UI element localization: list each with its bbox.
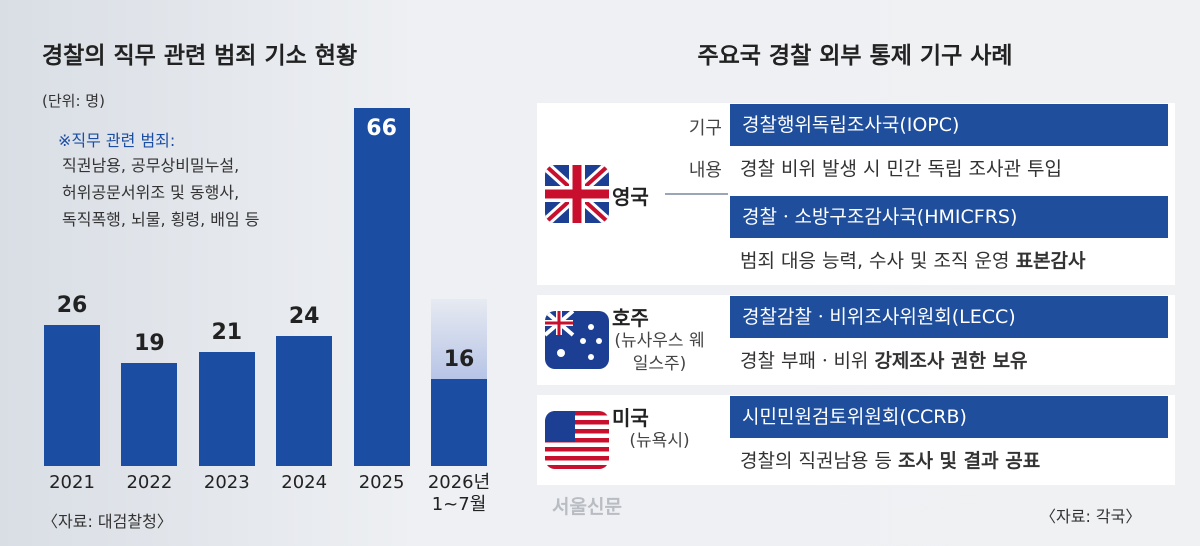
bar bbox=[431, 379, 487, 466]
bar bbox=[198, 352, 255, 466]
bar bbox=[121, 362, 178, 466]
body-description: 범죄 대응 능력, 수사 및 조직 운영 표본감사 bbox=[740, 246, 1085, 273]
row-label: 내용 bbox=[688, 160, 722, 181]
body-name: 시민민원검토위원회(CCRB) bbox=[730, 396, 1168, 438]
value-label: 16 bbox=[443, 347, 475, 373]
x-tick-label: 2022 bbox=[126, 472, 173, 493]
source: 〈자료: 대검찰청〉 bbox=[42, 512, 173, 531]
flag bbox=[545, 411, 609, 469]
value-label: 24 bbox=[288, 303, 320, 329]
flag-icon bbox=[545, 411, 609, 469]
bar bbox=[276, 335, 333, 466]
bar bbox=[44, 324, 100, 466]
description-part: 경찰 부패ㆍ비위 bbox=[740, 350, 875, 372]
note-line: 직권남용, 공무상비밀누설, bbox=[62, 156, 240, 175]
body-name: 경찰행위독립조사국(IOPC) bbox=[730, 104, 1168, 146]
x-tick-label: 2025 bbox=[358, 472, 405, 493]
body-description: 경찰 부패ㆍ비위 강제조사 권한 보유 bbox=[740, 346, 1028, 373]
description-part: 조사 및 결과 공표 bbox=[897, 450, 1041, 472]
watermark: 서울신문 bbox=[552, 496, 622, 518]
x-tick-label: 2023 bbox=[203, 472, 250, 493]
value-label: 26 bbox=[56, 292, 88, 318]
note-line: 허위공문서위조 및 동행사, bbox=[62, 183, 240, 202]
x-tick-label: 2024 bbox=[281, 472, 328, 493]
row-label: 기구 bbox=[688, 118, 722, 139]
x-tick-label: 2021 bbox=[49, 472, 95, 493]
description-part: 경찰의 직권남용 등 bbox=[740, 450, 898, 472]
description-part: 강제조사 권한 보유 bbox=[874, 350, 1028, 372]
flag-icon bbox=[545, 311, 609, 369]
unit-label: (단위: 명) bbox=[42, 92, 105, 110]
flag bbox=[545, 311, 609, 369]
projection-fade bbox=[431, 299, 487, 380]
flag-icon bbox=[545, 165, 609, 223]
country-name: 영국 bbox=[612, 185, 649, 209]
note-line: 독직폭행, 뇌물, 횡령, 배임 등 bbox=[62, 210, 260, 229]
flag bbox=[545, 165, 609, 223]
description-part: 범죄 대응 능력, 수사 및 조직 운영 bbox=[740, 250, 1016, 272]
body-name: 경찰ㆍ소방구조감사국(HMICFRS) bbox=[730, 196, 1168, 238]
value-label: 19 bbox=[134, 330, 165, 356]
body-description: 경찰의 직권남용 등 조사 및 결과 공표 bbox=[740, 446, 1040, 473]
bar bbox=[353, 108, 410, 466]
panel-source: 〈자료: 각국〉 bbox=[1040, 507, 1142, 526]
country-sub: (뉴욕시) bbox=[629, 431, 690, 451]
panel-title: 주요국 경찰 외부 통제 기구 사례 bbox=[697, 43, 1013, 69]
value-label: 21 bbox=[211, 320, 243, 346]
country-name: 호주 bbox=[612, 306, 649, 330]
body-description: 경찰 비위 발생 시 민간 독립 조사관 투입 bbox=[740, 154, 1062, 181]
description-part: 경찰 비위 발생 시 민간 독립 조사관 투입 bbox=[740, 158, 1062, 180]
connector bbox=[665, 193, 728, 195]
country-sub: (뉴사우스 웨일스주) bbox=[614, 331, 705, 374]
chart-title: 경찰의 직무 관련 범죄 기소 현황 bbox=[42, 43, 358, 69]
value-label: 66 bbox=[366, 116, 397, 141]
note-title: ※직무 관련 범죄: bbox=[58, 131, 176, 150]
country-name: 미국 bbox=[612, 406, 649, 430]
x-tick-label: 2026년 1~7월 bbox=[427, 472, 491, 515]
description-part: 표본감사 bbox=[1015, 250, 1086, 272]
body-name: 경찰감찰ㆍ비위조사위원회(LECC) bbox=[730, 296, 1168, 338]
